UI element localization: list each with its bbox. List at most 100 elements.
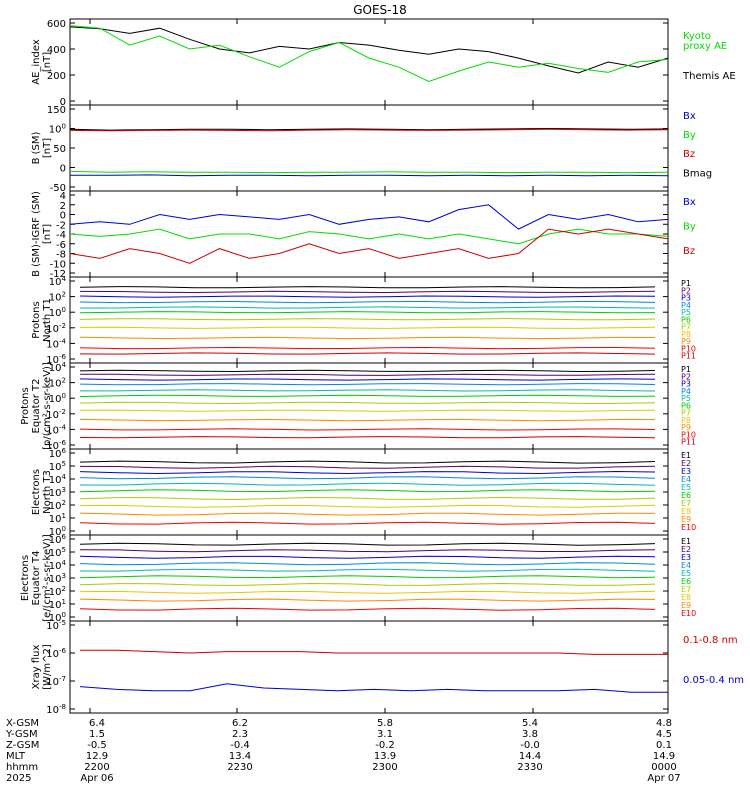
legend-enorth-E8: E8 <box>681 507 691 516</box>
footer-value: -0.5 <box>87 740 107 751</box>
legend-eeq-E10: E10 <box>681 609 696 618</box>
ylabel-pnorth: Protons <box>31 301 42 338</box>
ytick-label-ae: 400 <box>47 45 66 56</box>
series-E5 <box>79 568 656 572</box>
legend-pnorth-P6: P6 <box>681 315 691 324</box>
series-bsm-Bz <box>69 128 669 132</box>
series-E2 <box>79 549 656 553</box>
footer-value: 6.2 <box>232 718 248 729</box>
series-bsm-Bx <box>70 174 669 177</box>
series-P10 <box>79 346 656 350</box>
chart-title: GOES-18 <box>353 3 407 17</box>
series-bigrf-Bx <box>69 204 669 230</box>
ytick-label-bigrf: -8 <box>56 250 66 261</box>
legend-peq-P9: P9 <box>681 423 691 432</box>
series-E2 <box>79 465 656 469</box>
footer-value: -0.0 <box>520 740 540 751</box>
footer-value: 2330 <box>517 762 542 773</box>
series-P9 <box>79 336 656 340</box>
series-P11 <box>79 352 656 355</box>
series-P4 <box>79 300 656 304</box>
ylabel-xray: [W/m^2] <box>42 644 53 690</box>
legend-pnorth-P9: P9 <box>681 337 691 346</box>
series-xray-0.05-0.4 nm <box>79 683 668 693</box>
ytick-label-bsm: 100 <box>49 123 66 136</box>
ytick-label-bigrf: -2 <box>56 220 66 231</box>
footer-value: 1.5 <box>89 729 105 740</box>
footer-value: 13.9 <box>374 751 396 762</box>
panel-frame-bsm <box>69 104 669 192</box>
legend-bsm: By <box>683 130 696 141</box>
series-P7 <box>79 318 656 321</box>
legend-pnorth-P4: P4 <box>681 301 691 310</box>
legend-xray: 0.1-0.8 nm <box>683 635 738 646</box>
series-E1 <box>79 460 656 464</box>
ylabel-peq: [p/(cm²-s-sr-keV)] <box>42 362 53 450</box>
series-bigrf-Bz <box>69 228 669 264</box>
ylabel-ae: AE_index <box>31 39 42 85</box>
series-E5 <box>79 482 656 486</box>
footer-value: 13.4 <box>229 751 251 762</box>
footer-value: Apr 06 <box>80 773 113 784</box>
legend-xray: 0.05-0.4 nm <box>683 675 744 686</box>
series-E8 <box>79 504 656 508</box>
legend-ae: proxy AE <box>683 41 727 52</box>
series-P3 <box>79 295 656 298</box>
legend-eeq-E8: E8 <box>681 593 691 602</box>
legend-pnorth-P10: P10 <box>681 344 696 353</box>
legend-pnorth-P11: P11 <box>681 352 696 361</box>
ylabel-enorth: North T3 <box>42 470 53 514</box>
legend-eeq-E1: E1 <box>681 537 691 546</box>
series-P1 <box>79 369 656 373</box>
legend-eeq-E5: E5 <box>681 569 691 578</box>
series-E10 <box>79 607 656 611</box>
footer-label: hhmm <box>6 762 38 773</box>
ytick-label-bigrf: -10 <box>50 259 66 270</box>
series-P2 <box>80 373 656 376</box>
footer-label: Z-GSM <box>6 740 39 751</box>
series-P10 <box>79 428 656 431</box>
ylabel-bsm: B (SM) <box>31 131 42 164</box>
series-E10 <box>79 521 656 525</box>
ytick-label-bigrf: -12 <box>50 269 66 280</box>
legend-eeq-E2: E2 <box>681 545 691 554</box>
series-P3 <box>79 378 656 381</box>
legend-enorth-E2: E2 <box>681 459 691 468</box>
ylabel-bigrf: [nT] <box>42 224 53 244</box>
series-P2 <box>79 290 656 294</box>
footer-value: 14.4 <box>519 751 541 762</box>
panel-frame-ae <box>69 18 669 106</box>
series-kyoto-proxy-ae <box>69 25 669 83</box>
series-E4 <box>79 562 656 566</box>
footer-label: MLT <box>6 751 26 762</box>
ylabel-enorth: Electrons <box>31 469 42 515</box>
series-P8 <box>79 326 656 329</box>
legend-peq-P7: P7 <box>681 409 691 418</box>
legend-peq-P2: P2 <box>681 372 691 381</box>
footer-value: 2200 <box>84 762 109 773</box>
series-E6 <box>79 489 656 493</box>
legend-bsm: Bmag <box>683 168 712 179</box>
legend-eeq-E6: E6 <box>681 577 691 586</box>
footer-value: 12.9 <box>86 751 108 762</box>
series-P6 <box>79 394 656 397</box>
series-E7 <box>79 582 656 587</box>
legend-pnorth-P1: P1 <box>681 279 691 288</box>
legend-eeq-E7: E7 <box>681 585 691 594</box>
legend-bsm: Bx <box>683 111 696 122</box>
legend-ae: Themis AE <box>682 71 736 82</box>
legend-bigrf: Bz <box>683 246 695 257</box>
legend-peq-P5: P5 <box>681 394 691 403</box>
footer-value: 6.4 <box>89 718 105 729</box>
series-P8 <box>79 409 656 412</box>
legend-enorth-E10: E10 <box>681 523 696 532</box>
series-P5 <box>80 306 656 309</box>
series-E6 <box>79 575 656 579</box>
legend-peq-P8: P8 <box>681 416 691 425</box>
ylabel-eeq: [e/(cm²-s-sr-keV)] <box>42 534 53 622</box>
footer-value: 4.8 <box>656 718 672 729</box>
legend-bsm: Bz <box>683 149 695 160</box>
legend-peq-P4: P4 <box>681 387 691 396</box>
legend-eeq-E3: E3 <box>681 553 691 562</box>
